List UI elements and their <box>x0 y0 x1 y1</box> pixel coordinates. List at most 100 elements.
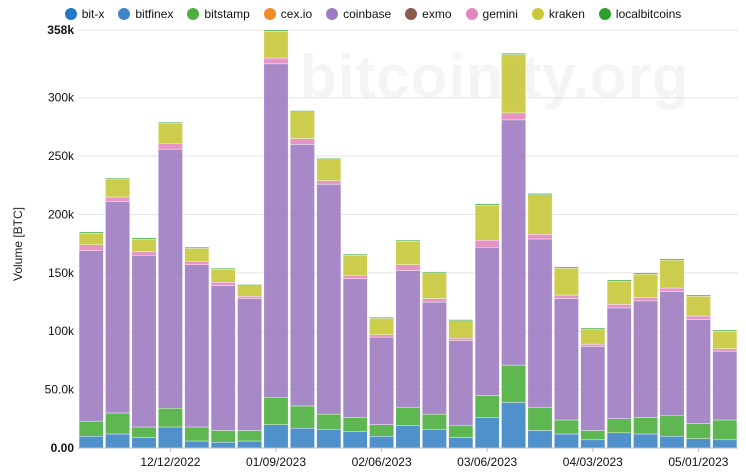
legend-item-coinbase[interactable]: coinbase <box>326 7 391 21</box>
bar-segment-localbitcoins <box>78 231 104 234</box>
x-tick-label: 02/06/2023 <box>352 455 412 469</box>
bar-segment-localbitcoins <box>237 284 262 286</box>
bar-segment-bitfinex <box>580 439 606 449</box>
bar-segment-coinbase <box>554 298 579 421</box>
bar-segment-localbitcoins <box>342 253 368 256</box>
bar-segment-kraken <box>501 54 526 114</box>
bar-segment-gemini <box>659 287 685 292</box>
bar-segment-bitfinex <box>158 426 183 449</box>
bar-segment-gemini <box>290 138 315 145</box>
bar-segment-coinbase <box>448 340 474 427</box>
bar-segment-kraken <box>712 331 738 349</box>
bar-segment-bitfinex <box>263 424 289 449</box>
legend-item-bitstamp[interactable]: bitstamp <box>187 7 250 21</box>
legend-label: kraken <box>548 7 585 21</box>
bar-segment-gemini <box>633 297 658 302</box>
bar-segment-coinbase <box>659 291 685 416</box>
x-tick-label: 01/09/2023 <box>246 455 306 469</box>
bar-segment-coinbase <box>158 148 183 409</box>
bar-segment-coinbase <box>237 298 262 431</box>
bar-segment-bitfinex <box>554 433 579 449</box>
bar-segment-localbitcoins <box>263 29 289 32</box>
bar-segment-bitfinex <box>237 440 262 449</box>
bar-segment-coinbase <box>712 350 738 421</box>
bar-segment-localbitcoins <box>158 122 183 124</box>
bar-segment-bitstamp <box>131 426 157 438</box>
chart-legend: bit-x bitfinex bitstamp cex.io coinbase exmo g… <box>0 4 746 24</box>
bar-segment-gemini <box>554 294 579 299</box>
bar-segment-gemini <box>501 112 526 121</box>
legend-item-gemini[interactable]: gemini <box>465 7 518 21</box>
bar-segment-coinbase <box>78 250 104 422</box>
bar-segment-kraken <box>184 248 210 262</box>
x-tick-label: 04/03/2023 <box>563 455 623 469</box>
y-tick-label: 50.0k <box>45 383 75 397</box>
bar-segment-bitstamp <box>263 397 289 425</box>
legend-item-exmo[interactable]: exmo <box>405 7 452 21</box>
bar-segment-bitstamp <box>448 425 474 438</box>
bar-segment-kraken <box>527 194 553 235</box>
bar-segment-coinbase <box>395 270 421 408</box>
bar-segment-gemini <box>237 296 262 299</box>
bar-segment-bitstamp <box>184 426 210 442</box>
legend-item-kraken[interactable]: kraken <box>531 7 585 21</box>
legend-swatch <box>64 8 77 20</box>
bar-segment-localbitcoins <box>105 178 130 180</box>
bar-segment-gemini <box>342 274 368 279</box>
bar-segment-bitfinex <box>501 402 526 449</box>
x-tick-label: 05/01/2023 <box>668 455 728 469</box>
bar-segment-bitfinex <box>316 429 342 449</box>
bar-segment-bitstamp <box>501 364 526 403</box>
legend-swatch <box>531 8 544 20</box>
bar-segment-bitstamp <box>474 395 500 418</box>
bar-segment-bitfinex <box>659 436 685 449</box>
legend-swatch <box>598 8 611 20</box>
bar-segment-kraken <box>686 296 711 317</box>
legend-label: localbitcoins <box>615 7 682 21</box>
bar-segment-kraken <box>263 30 289 59</box>
legend-swatch <box>187 8 200 20</box>
bar-segment-coinbase <box>184 264 210 428</box>
bar-segment-localbitcoins <box>395 239 421 242</box>
bar-segment-bitstamp <box>606 418 632 434</box>
bar-segment-coinbase <box>131 255 157 428</box>
legend-label: bit-x <box>81 7 105 21</box>
bar-segment-bitstamp <box>316 413 342 430</box>
legend-swatch <box>263 8 276 20</box>
bar-segment-gemini <box>422 298 447 303</box>
x-tick-label: 03/06/2023 <box>457 455 517 469</box>
legend-item-bitfinex[interactable]: bitfinex <box>118 7 173 21</box>
bar-segment-gemini <box>395 264 421 271</box>
bar-segment-gemini <box>448 338 474 341</box>
y-tick-label: 150k <box>48 266 75 280</box>
bar-segment-bitstamp <box>158 408 183 428</box>
bar-segment-coinbase <box>686 319 711 424</box>
y-tick-label: 0.00 <box>51 441 75 455</box>
bar-segment-coinbase <box>290 144 315 407</box>
bar-segment-kraken <box>448 320 474 339</box>
bar-segment-bitstamp <box>686 423 711 439</box>
bar-segment-gemini <box>369 334 394 338</box>
legend-item-bit-x[interactable]: bit-x <box>64 7 105 21</box>
bar-segment-bitfinex <box>395 425 421 449</box>
bar-segment-localbitcoins <box>686 294 711 297</box>
legend-item-localbitcoins[interactable]: localbitcoins <box>598 7 682 21</box>
legend-label: coinbase <box>343 7 392 21</box>
bar-segment-kraken <box>422 272 447 299</box>
bar-segment-gemini <box>131 251 157 256</box>
y-tick-label: 300k <box>48 91 75 105</box>
bar-segment-gemini <box>316 180 342 185</box>
y-tick-label: 358k <box>47 23 74 37</box>
legend-swatch <box>326 8 339 20</box>
watermark-text: bitcoinity.org <box>300 42 690 111</box>
legend-item-cex-io[interactable]: cex.io <box>263 7 312 21</box>
bar-segment-bitfinex <box>686 438 711 449</box>
bar-segment-localbitcoins <box>422 271 447 274</box>
bar-segment-kraken <box>554 267 579 296</box>
bar-segment-gemini <box>712 348 738 352</box>
bar-segment-bitfinex <box>290 427 315 449</box>
bar-segment-localbitcoins <box>501 53 526 55</box>
bar-segment-bitstamp <box>395 406 421 427</box>
bar-segment-coinbase <box>501 119 526 366</box>
